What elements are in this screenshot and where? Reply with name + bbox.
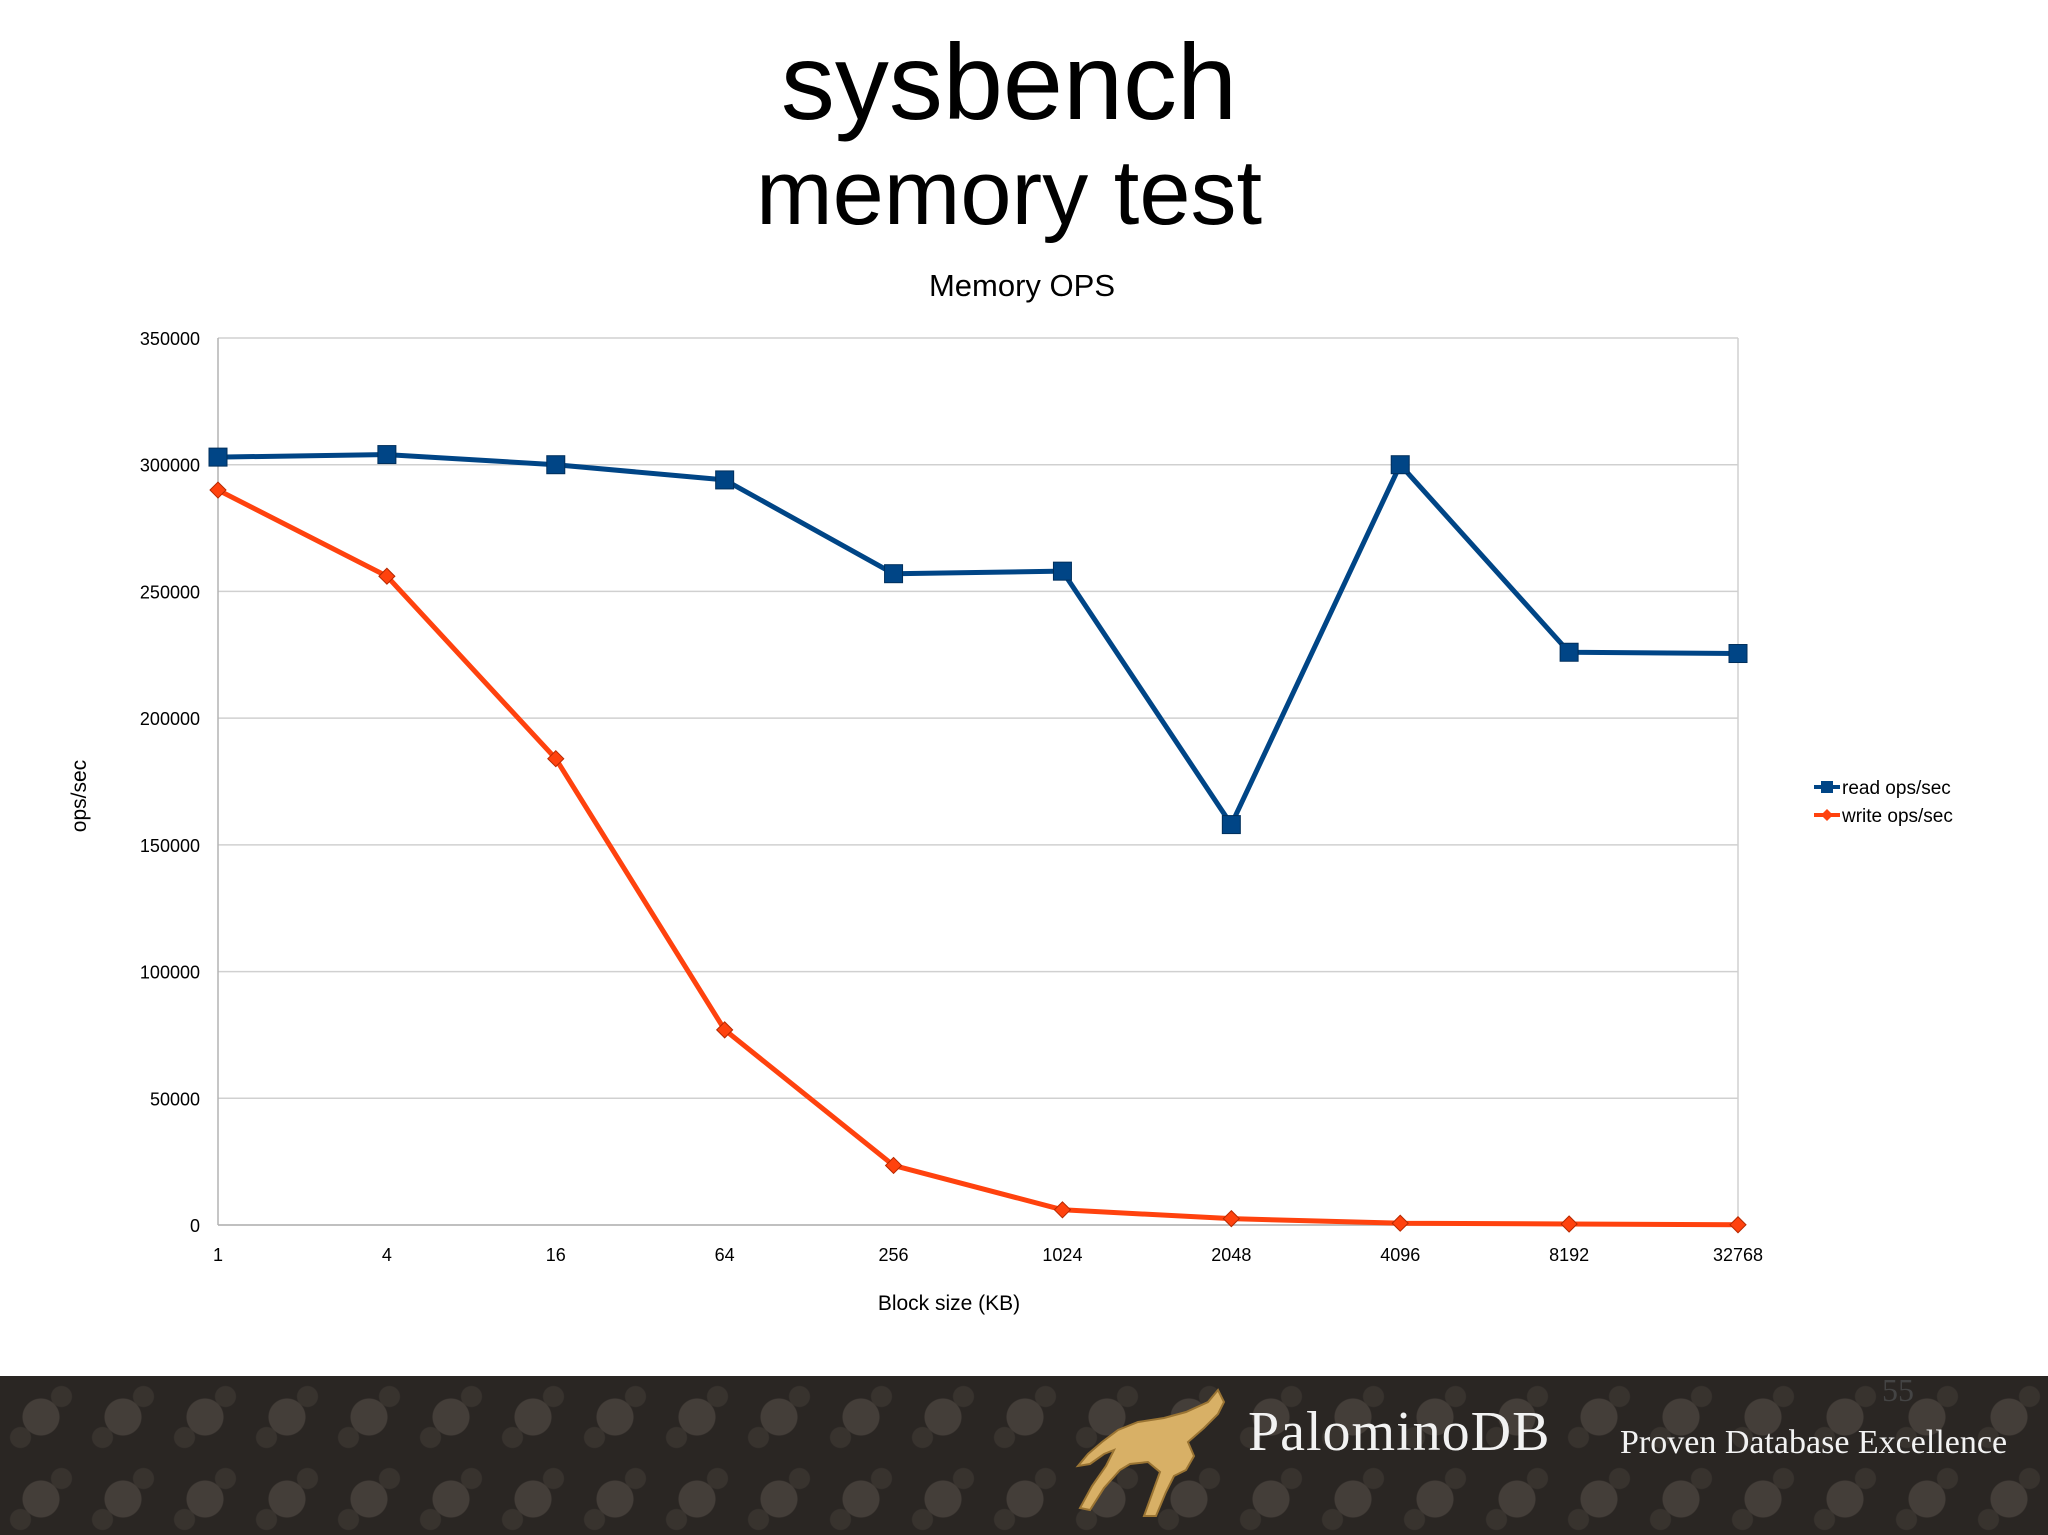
read-point (1559, 642, 1579, 662)
x-tick-label: 32768 (1713, 1245, 1763, 1265)
brand-tagline: Proven Database Excellence (1620, 1424, 2008, 1461)
y-tick-label: 100000 (140, 963, 200, 983)
slide-subtitle: memory test (755, 142, 1263, 244)
write-point (1560, 1215, 1578, 1233)
y-tick-label: 0 (190, 1216, 200, 1236)
write-point (715, 1021, 734, 1039)
write-point (884, 1156, 903, 1175)
series-line-write (216, 487, 1739, 1228)
legend-diamond-icon (1821, 809, 1833, 821)
write-point (1729, 1216, 1747, 1234)
slide-title: sysbench (780, 21, 1238, 142)
read-point (1221, 815, 1241, 835)
horse-logo-icon (1075, 1388, 1226, 1517)
x-tick-label: 1 (213, 1245, 223, 1265)
write-point (547, 749, 565, 768)
read-point (377, 445, 397, 465)
legend-label: write ops/sec (1841, 806, 1953, 827)
chart-title: Memory OPS (929, 268, 1115, 303)
y-tick-label: 300000 (140, 456, 200, 476)
x-tick-label: 2048 (1211, 1245, 1251, 1265)
y-tick-label: 250000 (140, 582, 200, 602)
read-point (546, 455, 566, 475)
series-line-read (217, 452, 1739, 828)
x-tick-label: 8192 (1549, 1245, 1589, 1265)
memory-ops-chart: Memory OPS 0 50000 100000 150000 200000 25000… (68, 268, 1953, 1315)
footer-banner (0, 1376, 2048, 1535)
y-tick-label: 200000 (140, 709, 200, 729)
read-point (208, 447, 228, 467)
y-tick-label: 150000 (140, 836, 200, 856)
x-tick-label: 64 (715, 1245, 735, 1265)
write-point (1222, 1209, 1241, 1228)
x-tick-label: 16 (546, 1245, 566, 1265)
x-tick-label: 1024 (1042, 1245, 1082, 1265)
page-number: 55 (1882, 1372, 1914, 1408)
x-tick-label: 4 (382, 1245, 392, 1265)
write-point (378, 567, 396, 585)
brand-name: PalominoDB (1248, 1401, 1551, 1463)
read-point (884, 564, 904, 584)
read-point (1052, 561, 1072, 581)
write-point (209, 481, 227, 499)
chart-legend: read ops/sec write ops/sec (1814, 778, 1953, 827)
read-point (1728, 644, 1748, 664)
x-axis-label: Block size (KB) (878, 1292, 1020, 1315)
y-tick-label: 350000 (140, 329, 200, 349)
write-point (1391, 1214, 1409, 1232)
y-axis-label: ops/sec (68, 760, 91, 832)
legend-square-icon (1821, 781, 1833, 793)
y-tick-label: 50000 (150, 1089, 200, 1109)
read-point (1390, 455, 1410, 475)
write-point (1053, 1201, 1072, 1219)
legend-label: read ops/sec (1842, 778, 1951, 799)
x-tick-label: 4096 (1380, 1245, 1420, 1265)
x-tick-label: 256 (879, 1245, 909, 1265)
read-point (715, 470, 735, 490)
